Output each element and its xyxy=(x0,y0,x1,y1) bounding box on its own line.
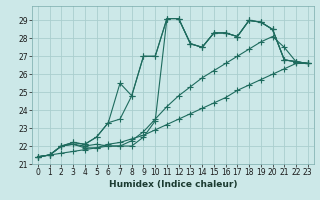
X-axis label: Humidex (Indice chaleur): Humidex (Indice chaleur) xyxy=(108,180,237,189)
